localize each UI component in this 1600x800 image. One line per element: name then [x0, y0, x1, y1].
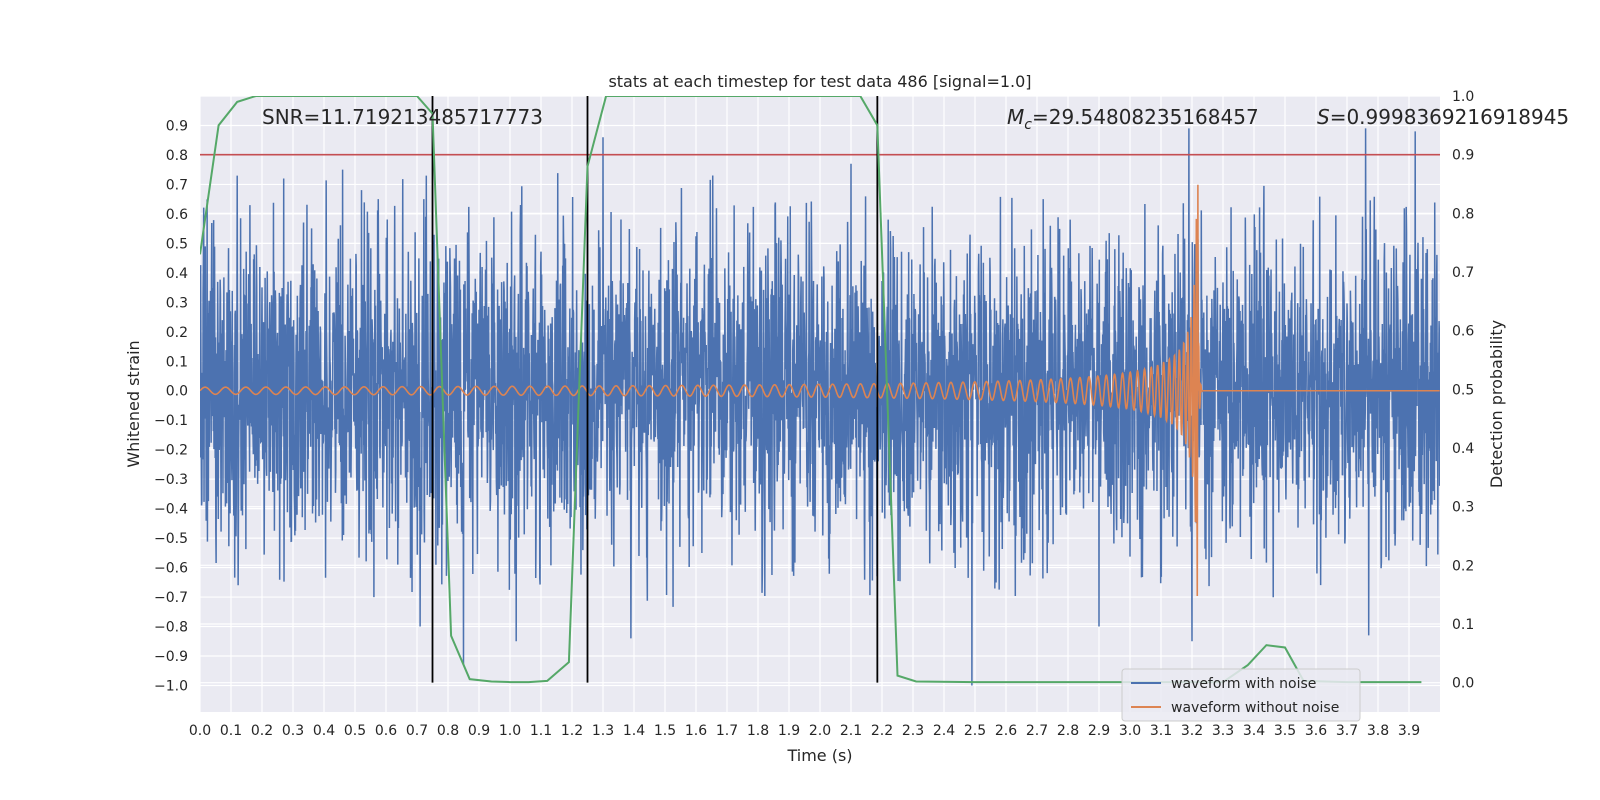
s-symbol: S [1317, 105, 1330, 129]
y-right-tick-label: 0.6 [1452, 324, 1474, 340]
x-tick-label: 3.7 [1336, 723, 1358, 739]
y-tick-label: −0.1 [154, 413, 188, 429]
y-tick-label: 0.9 [166, 118, 188, 134]
y-tick-label: −0.2 [154, 443, 188, 459]
mc-subscript: c [1024, 117, 1032, 133]
series-layer [200, 96, 1440, 686]
y-right-tick-label: 0.9 [1452, 148, 1474, 164]
x-tick-label: 0.6 [375, 723, 397, 739]
y-tick-label: 0.4 [166, 266, 188, 282]
y-tick-label: −0.8 [154, 620, 188, 636]
legend-label-clean: waveform without noise [1171, 700, 1339, 716]
x-tick-label: 2.2 [871, 723, 893, 739]
y-right-tick-label: 0.2 [1452, 558, 1474, 574]
x-tick-label: 1.0 [499, 723, 521, 739]
x-tick-label: 0.0 [189, 723, 211, 739]
x-tick-label: 2.5 [964, 723, 986, 739]
x-tick-label: 3.8 [1367, 723, 1389, 739]
x-tick-label: 3.2 [1181, 723, 1203, 739]
y-axis-right-label: Detection probability [1487, 320, 1506, 488]
y-right-tick-label: 0.3 [1452, 500, 1474, 516]
series-waveform-with-noise [200, 128, 1440, 686]
x-tick-label: 0.2 [251, 723, 273, 739]
y-tick-label: 0.7 [166, 177, 188, 193]
x-tick-label: 3.6 [1305, 723, 1327, 739]
x-tick-label: 2.1 [840, 723, 862, 739]
y-right-tick-label: 0.8 [1452, 206, 1474, 222]
series-waveform-without-noise [200, 184, 1440, 597]
x-tick-label: 2.3 [902, 723, 924, 739]
y-tick-label: −0.9 [154, 649, 188, 665]
x-tick-label: 2.9 [1088, 723, 1110, 739]
x-tick-label: 2.7 [1026, 723, 1048, 739]
s-value: =0.9998369216918945 [1330, 105, 1569, 129]
x-tick-label: 1.4 [623, 723, 645, 739]
y-tick-label: 0.5 [166, 236, 188, 252]
y-axis-right: 1.0 0.9 0.8 0.7 0.6 0.5 0.4 0.3 0.2 0.1 0.0 [1452, 89, 1474, 692]
x-tick-label: 1.3 [592, 723, 614, 739]
y-axis-label: Whitened strain [124, 340, 143, 467]
y-right-tick-label: 0.5 [1452, 382, 1474, 398]
y-tick-label: 0.0 [166, 384, 188, 400]
y-right-tick-label: 0.4 [1452, 441, 1474, 457]
mc-value: =29.54808235168457 [1032, 105, 1259, 129]
y-tick-label: 0.2 [166, 325, 188, 341]
y-tick-label: −0.6 [154, 561, 188, 577]
mc-symbol: M [1007, 105, 1024, 129]
chart-title: stats at each timestep for test data 486… [608, 72, 1031, 91]
x-axis: 0.0 0.1 0.2 0.3 0.4 0.5 0.6 0.7 0.8 0.9 1.0 1.1 1.2 1… [189, 723, 1420, 739]
y-tick-label: −1.0 [154, 678, 188, 694]
legend-box [1121, 668, 1361, 722]
x-tick-label: 1.8 [747, 723, 769, 739]
y-tick-label: 0.1 [166, 354, 188, 370]
x-tick-label: 0.1 [220, 723, 242, 739]
snr-annotation: SNR=11.719213485717773 [262, 105, 543, 129]
legend: waveform with noise waveform without noi… [1121, 668, 1361, 722]
x-tick-label: 0.9 [468, 723, 490, 739]
y-tick-label: 0.8 [166, 148, 188, 164]
x-tick-label: 0.7 [406, 723, 428, 739]
y-right-tick-label: 1.0 [1452, 89, 1474, 105]
x-tick-label: 3.1 [1150, 723, 1172, 739]
x-tick-label: 3.4 [1243, 723, 1265, 739]
y-right-tick-label: 0.1 [1452, 617, 1474, 633]
y-tick-label: 0.3 [166, 295, 188, 311]
y-axis-left: 0.9 0.8 0.7 0.6 0.5 0.4 0.3 0.2 0.1 0.0 −0.1 −0.2 −0… [154, 118, 188, 694]
score-annotation: S=0.9998369216918945 [1317, 105, 1569, 129]
y-tick-label: −0.4 [154, 502, 188, 518]
y-right-tick-label: 0.0 [1452, 676, 1474, 692]
x-axis-label: Time (s) [786, 746, 852, 765]
x-tick-label: 2.6 [995, 723, 1017, 739]
x-tick-label: 1.1 [530, 723, 552, 739]
y-tick-label: 0.6 [166, 207, 188, 223]
legend-label-noise: waveform with noise [1171, 676, 1316, 692]
x-tick-label: 0.5 [344, 723, 366, 739]
x-tick-label: 1.2 [561, 723, 583, 739]
x-tick-label: 2.8 [1057, 723, 1079, 739]
x-tick-label: 3.9 [1398, 723, 1420, 739]
series-detection-probability [200, 96, 1422, 684]
x-tick-label: 2.0 [809, 723, 831, 739]
y-tick-label: −0.5 [154, 531, 188, 547]
y-right-tick-label: 0.7 [1452, 265, 1474, 281]
x-tick-label: 3.5 [1274, 723, 1296, 739]
x-tick-label: 2.4 [933, 723, 955, 739]
x-tick-label: 1.7 [716, 723, 738, 739]
x-tick-label: 1.9 [778, 723, 800, 739]
chirp-mass-annotation: Mc=29.54808235168457 [1007, 105, 1259, 133]
x-tick-label: 1.5 [654, 723, 676, 739]
y-tick-label: −0.7 [154, 590, 188, 606]
x-tick-label: 0.3 [282, 723, 304, 739]
x-tick-label: 3.3 [1212, 723, 1234, 739]
x-tick-label: 0.8 [437, 723, 459, 739]
x-tick-label: 3.0 [1119, 723, 1141, 739]
y-tick-label: −0.3 [154, 472, 188, 488]
x-tick-label: 0.4 [313, 723, 335, 739]
x-tick-label: 1.6 [685, 723, 707, 739]
